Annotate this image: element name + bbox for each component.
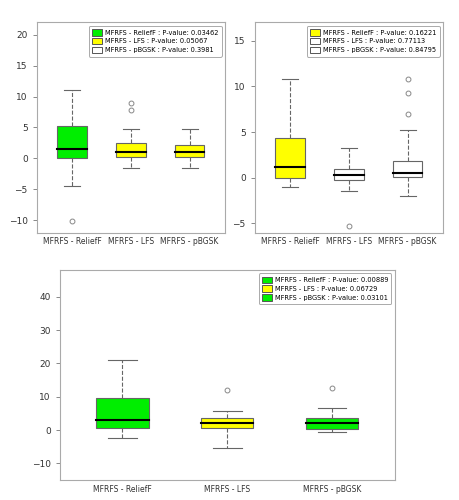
Bar xyxy=(175,145,204,157)
Bar xyxy=(306,418,358,429)
Bar xyxy=(334,168,364,180)
Text: (a): (a) xyxy=(122,278,140,291)
Bar xyxy=(275,138,305,177)
Bar xyxy=(96,398,149,428)
Bar xyxy=(201,418,253,428)
Bar xyxy=(57,126,87,158)
Legend: MFRFS - ReliefF : P-value: 0.16221, MFRFS - LFS : P-value: 0.77113, MFRFS - pBGS: MFRFS - ReliefF : P-value: 0.16221, MFRF… xyxy=(307,26,440,56)
Text: (b): (b) xyxy=(340,278,358,291)
Bar xyxy=(116,143,146,156)
Legend: MFRFS - ReliefF : P-value: 0.00889, MFRFS - LFS : P-value: 0.06729, MFRFS - pBGS: MFRFS - ReliefF : P-value: 0.00889, MFRF… xyxy=(258,274,392,304)
Bar xyxy=(393,162,422,177)
Legend: MFRFS - ReliefF : P-value: 0.03462, MFRFS - LFS : P-value: 0.05067, MFRFS - pBGS: MFRFS - ReliefF : P-value: 0.03462, MFRF… xyxy=(89,26,222,56)
